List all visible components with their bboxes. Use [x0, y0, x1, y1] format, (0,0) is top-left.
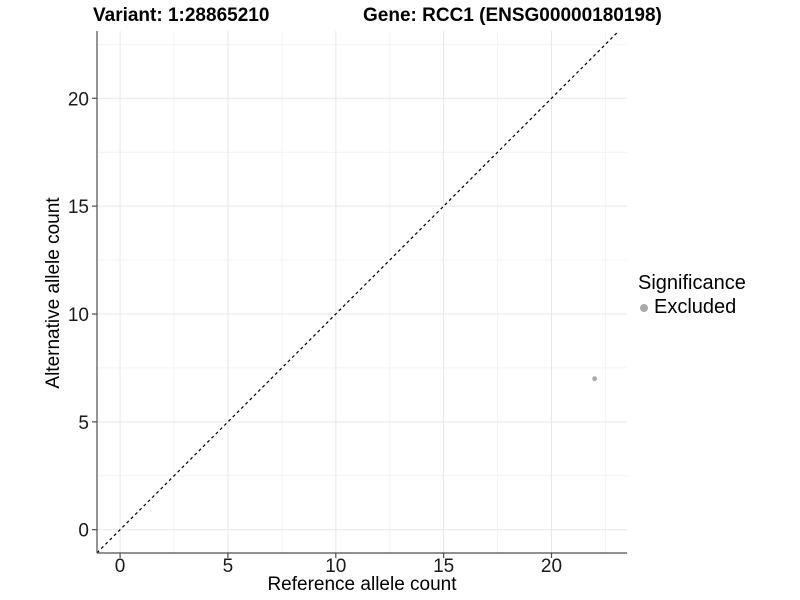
legend-item-excluded: Excluded [638, 296, 746, 319]
x-tick-label: 0 [115, 556, 126, 577]
identity-reference-line [96, 30, 620, 554]
x-tick-label: 5 [223, 556, 234, 577]
x-axis-label: Reference allele count [267, 574, 457, 595]
y-axis-label: Alternative allele count [43, 197, 64, 389]
x-tick-label: 10 [325, 556, 346, 577]
y-tick-label: 20 [68, 89, 89, 110]
legend-title: Significance [638, 272, 746, 294]
legend: Significance Excluded [638, 272, 746, 319]
data-point [592, 376, 598, 382]
plot-title-gene: Gene: RCC1 (ENSG00000180198) [363, 5, 662, 26]
y-tick-label: 10 [68, 305, 89, 326]
y-tick-label: 5 [78, 413, 89, 434]
x-tick-label: 15 [433, 556, 454, 577]
x-tick-label: 20 [541, 556, 562, 577]
y-tick-label: 15 [68, 197, 89, 218]
y-tick-label: 0 [78, 521, 89, 542]
legend-key-dot-icon [640, 303, 648, 312]
legend-item-label: Excluded [654, 296, 737, 318]
plot-title-variant: Variant: 1:28865210 [93, 5, 270, 26]
